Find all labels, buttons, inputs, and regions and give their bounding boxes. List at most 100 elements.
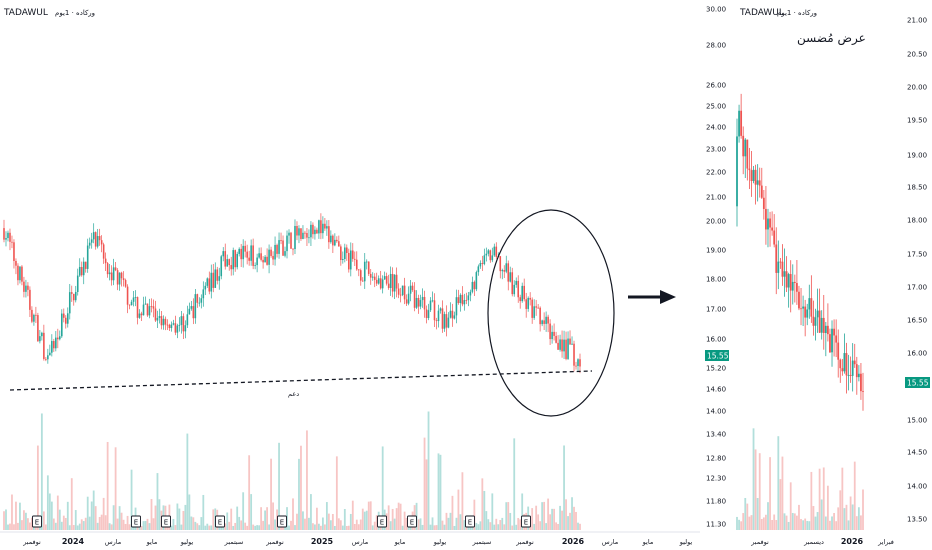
candle-body [322, 223, 324, 234]
candle-body [158, 316, 161, 318]
candle-body [3, 228, 5, 240]
candle-body [53, 341, 55, 349]
volume-bar [82, 521, 85, 530]
volume-bar [236, 506, 239, 530]
volume-bar [96, 522, 99, 530]
volume-bar [260, 507, 263, 530]
candle-body [51, 341, 53, 353]
left-chart-svg[interactable]: TADAWUL وركاده · 1يوم دعم E E E E E E E E E نوفم… [0, 0, 700, 550]
time-axis-label: يوليو [180, 538, 194, 546]
candle-body [118, 272, 121, 285]
volume-bar [124, 523, 127, 530]
earnings-marker[interactable]: E [521, 515, 531, 528]
price-tick-right: 19.50 [907, 117, 927, 125]
earnings-marker[interactable]: E [377, 515, 387, 528]
volume-bar [373, 521, 376, 530]
price-tick-left: 19.00 [706, 247, 726, 255]
candle-body [292, 248, 294, 250]
candle-body [569, 338, 571, 345]
earnings-marker[interactable]: E [32, 515, 42, 528]
volume-bar [325, 502, 328, 530]
volume-bar [573, 506, 575, 530]
volume-bar [393, 518, 396, 530]
time-axis-label: ديسمبر [803, 538, 824, 546]
candle-body [529, 297, 531, 300]
volume-bar [318, 523, 320, 530]
candle-body [447, 317, 450, 328]
volume-bar [767, 502, 769, 530]
candle-body [334, 239, 336, 246]
candle-body [182, 316, 185, 332]
candle-body [369, 273, 372, 278]
candle-body [561, 339, 563, 352]
candle-body [176, 325, 179, 333]
candle-body [816, 310, 819, 318]
volume-bar [826, 485, 829, 530]
candle-body [449, 310, 452, 318]
volume-bar [176, 503, 179, 530]
earnings-marker[interactable]: E [161, 515, 171, 528]
candle-body [783, 271, 786, 277]
candle-body [771, 227, 774, 231]
volume-bar [489, 522, 492, 530]
earnings-marker[interactable]: E [131, 515, 141, 528]
volume-bar [339, 520, 342, 530]
volume-bar [740, 521, 743, 530]
volume-bar [288, 525, 290, 530]
volume-bar [495, 518, 498, 530]
volume-bar [250, 494, 253, 530]
candle-body [130, 301, 133, 306]
left-volume-bars [3, 411, 581, 530]
volume-bar [208, 525, 211, 530]
volume-bar [234, 522, 237, 530]
candle-body [417, 297, 420, 307]
candle-body [188, 308, 191, 315]
candle-body [256, 257, 258, 266]
volume-bar [62, 515, 65, 530]
volume-bar [226, 512, 229, 530]
volume-bar [240, 520, 243, 530]
candle-body [820, 317, 823, 333]
volume-bar [565, 499, 567, 530]
candle-body [804, 306, 807, 318]
volume-bar [816, 512, 819, 530]
candle-body [742, 135, 745, 157]
candle-body [760, 185, 763, 198]
volume-bar [138, 524, 141, 530]
earnings-marker[interactable]: E [215, 515, 225, 528]
candle-body [348, 252, 350, 270]
candle-body [144, 303, 147, 305]
earnings-marker[interactable]: E [465, 515, 475, 528]
earnings-marker[interactable]: E [277, 515, 287, 528]
volume-bar [7, 524, 9, 530]
volume-bar [312, 523, 314, 530]
candle-body [351, 250, 354, 259]
left-chart-panel[interactable]: TADAWUL وركاده · 1يوم دعم E E E E E E E E E نوفم… [0, 0, 700, 550]
right-chart-panel[interactable]: 30.00 28.00 26.00 25.00 24.00 23.00 22.00 21.00… [700, 0, 932, 550]
candle-body [479, 263, 482, 267]
candle-body [469, 291, 472, 296]
candle-body [254, 265, 256, 266]
candle-body [180, 316, 183, 325]
volume-bar [204, 525, 207, 530]
candle-body [573, 343, 575, 366]
volume-bar [742, 513, 745, 530]
volume-bar [449, 512, 452, 530]
volume-bar [439, 454, 442, 530]
earnings-marker[interactable]: E [407, 515, 417, 528]
volume-bar [419, 518, 422, 530]
volume-bar [351, 500, 354, 530]
candle-body [7, 232, 9, 239]
volume-bar [202, 494, 205, 530]
left-candles [3, 213, 581, 374]
volume-bar [184, 504, 187, 530]
time-axis-label: نوفمبر [750, 538, 769, 546]
right-chart-svg[interactable]: 30.00 28.00 26.00 25.00 24.00 23.00 22.00 21.00… [700, 0, 932, 550]
candle-body [738, 110, 740, 137]
volume-bar [357, 524, 360, 530]
candle-body [519, 297, 522, 302]
volume-bar [100, 514, 103, 530]
candle-body [134, 297, 137, 298]
volume-bar [50, 501, 53, 530]
